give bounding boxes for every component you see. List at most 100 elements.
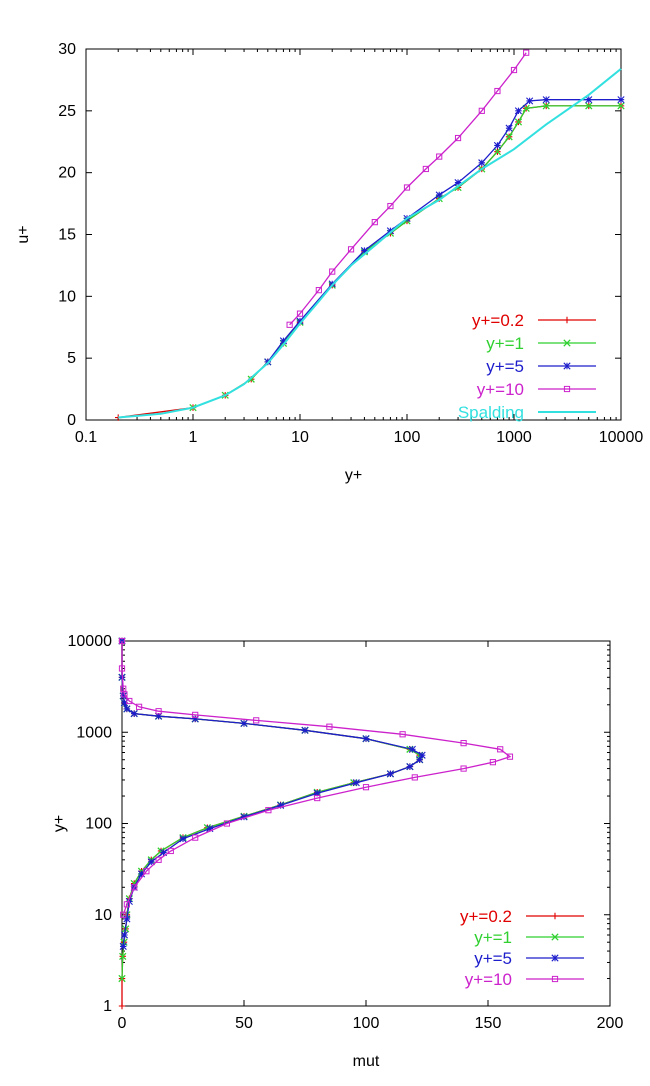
data-point	[510, 66, 518, 74]
data-point	[314, 794, 321, 802]
data-point	[386, 227, 395, 235]
legend-marker	[551, 954, 559, 962]
x-tick-label: 200	[597, 1015, 624, 1032]
series-line	[121, 641, 512, 916]
data-point	[352, 779, 360, 787]
data-point	[435, 191, 443, 199]
data-point	[135, 703, 143, 710]
data-point	[155, 856, 162, 863]
data-point	[326, 723, 333, 730]
series-y+=10	[118, 637, 514, 918]
series-line	[118, 68, 622, 419]
data-point	[123, 705, 131, 713]
y-tick-label: 10	[94, 907, 112, 924]
y-tick-label: 30	[58, 41, 76, 58]
legend-marker	[551, 912, 559, 920]
series-line	[192, 105, 621, 409]
series-y+=5	[264, 96, 625, 366]
chart-2: 0 50 100 150 200 1 10 100 1000 10000 mut y+ y+=0.2 y+…	[51, 633, 623, 1070]
legend-label: y+=0.2	[472, 311, 524, 330]
x-tick-label: 150	[475, 1015, 502, 1032]
data-point	[315, 287, 322, 294]
data-point	[126, 697, 133, 705]
data-point	[223, 820, 231, 827]
data-point	[454, 134, 462, 142]
data-point	[296, 310, 304, 317]
plot-frame	[121, 640, 611, 1007]
data-point	[119, 942, 127, 950]
data-point	[329, 268, 336, 275]
legend-label: y+=0.2	[460, 907, 512, 926]
legend-label: Spalding	[458, 403, 524, 422]
plot-frame	[85, 48, 622, 421]
data-point	[506, 753, 514, 760]
legend-label: y+=1	[474, 928, 512, 947]
data-point	[493, 147, 502, 156]
series-y+=1	[189, 102, 625, 412]
x-tick-label: 0.1	[75, 429, 97, 446]
data-point	[489, 759, 496, 766]
data-point	[191, 715, 199, 723]
chart-1: 0.1 1 10 100 1000 10000 0 5 10 15 20 25 30 y+ u+ y+=0.2…	[15, 41, 643, 484]
legend-marker	[551, 933, 559, 941]
legend-marker	[563, 362, 571, 370]
data-point	[386, 770, 394, 778]
data-point	[240, 813, 248, 821]
data-point	[118, 637, 126, 645]
data-point	[514, 118, 523, 126]
series-line	[121, 641, 423, 947]
data-point	[436, 153, 443, 160]
data-point	[403, 184, 411, 191]
data-point	[296, 317, 304, 325]
data-point	[454, 178, 462, 187]
data-point	[286, 321, 293, 328]
data-point	[460, 765, 467, 772]
y-tick-label: 0	[67, 412, 76, 429]
data-point	[120, 931, 129, 939]
data-point	[497, 746, 504, 753]
y-tick-label: 10	[58, 288, 76, 305]
x-tick-label: 10000	[599, 429, 644, 446]
data-point	[416, 756, 424, 764]
data-point	[137, 870, 146, 878]
y-tick-label: 25	[58, 103, 76, 120]
y-axis-label: y+	[51, 815, 68, 832]
data-point	[159, 848, 168, 857]
legend-label: y+=10	[465, 970, 512, 989]
x-tick-label: 1	[189, 429, 198, 446]
data-point	[118, 974, 126, 983]
series-Spalding	[118, 68, 622, 419]
series-y+=10	[286, 49, 530, 328]
legend-marker	[551, 975, 559, 983]
legend-marker	[563, 339, 571, 347]
data-point	[585, 102, 593, 110]
x-tick-label: 10	[291, 429, 309, 446]
data-point	[585, 96, 593, 104]
y-tick-label: 20	[58, 165, 76, 182]
data-point	[123, 901, 130, 908]
data-point	[253, 717, 260, 724]
y-tick-label: 10000	[68, 633, 113, 650]
x-axis-label: y+	[345, 467, 362, 484]
data-point	[120, 699, 129, 707]
series-line	[267, 99, 621, 363]
data-point	[617, 102, 625, 110]
x-tick-label: 0	[118, 1015, 127, 1032]
data-point	[130, 710, 138, 718]
data-point	[542, 96, 550, 104]
series-y+=0.2	[115, 102, 625, 421]
series-y+=0.2	[118, 637, 423, 1010]
data-point	[118, 665, 126, 672]
data-point	[277, 801, 285, 809]
data-point	[313, 789, 321, 797]
data-point	[119, 692, 127, 700]
data-point	[411, 774, 418, 781]
data-point	[460, 740, 467, 747]
data-point	[206, 824, 214, 833]
data-point	[147, 858, 155, 866]
data-point	[493, 141, 502, 150]
data-point	[406, 763, 414, 771]
y-tick-label: 5	[67, 350, 76, 367]
data-point	[514, 107, 523, 115]
data-point	[155, 712, 163, 720]
